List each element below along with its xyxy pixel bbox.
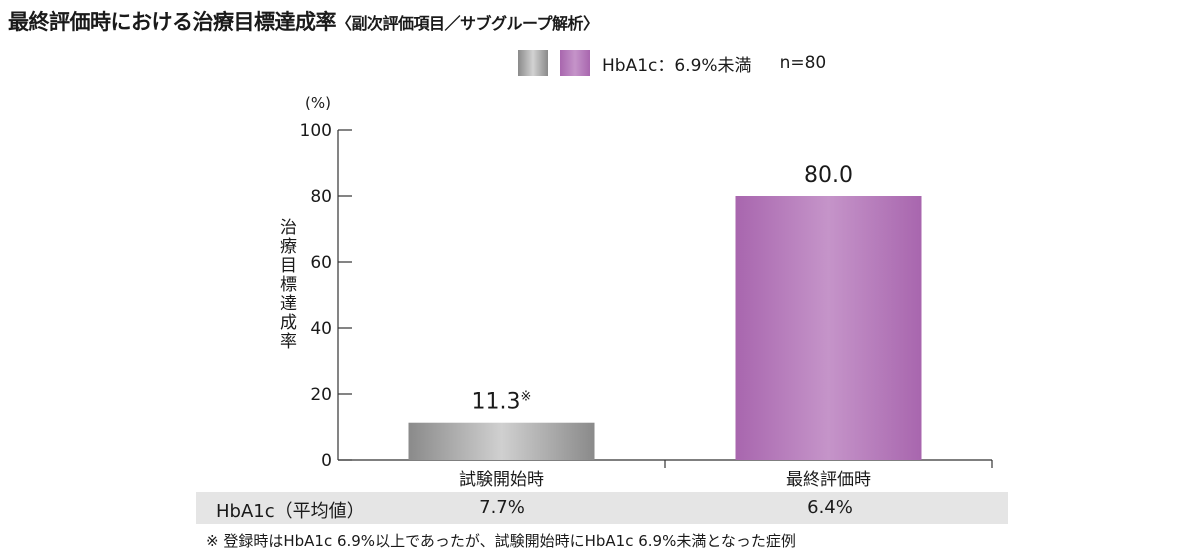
y-tick-label: 100: [300, 121, 332, 141]
y-axis-unit: (%): [305, 94, 331, 112]
y-tick-label: 60: [310, 253, 332, 273]
bar-1: [408, 422, 595, 460]
y-axis-label: 治療目標達成率: [276, 218, 296, 351]
hba1c-baseline-value: 7.7%: [479, 497, 525, 518]
legend-swatch-final: [560, 50, 590, 76]
y-tick-label: 80: [310, 187, 332, 207]
bar-2: [735, 196, 922, 460]
title-main: 最終評価時における治療目標達成率: [8, 10, 337, 34]
x-category-label: 試験開始時: [459, 470, 544, 490]
hba1c-row-label: HbA1c（平均値）: [216, 501, 365, 522]
bar-value-mark: ※: [521, 390, 532, 405]
y-tick-label: 0: [321, 451, 332, 471]
bar-value-label: 80.0: [804, 163, 853, 188]
page-title: 最終評価時における治療目標達成率〈副次評価項目／サブグループ解析〉: [8, 6, 599, 36]
hba1c-final-value: 6.4%: [807, 497, 853, 518]
bar-value-label: 11.3※: [472, 390, 532, 415]
x-category-label: 最終評価時: [786, 470, 871, 490]
legend-n: n=80: [779, 53, 827, 73]
y-tick-label: 40: [310, 319, 332, 339]
y-tick-label: 20: [310, 385, 332, 405]
legend: HbA1c：6.9%未満 n=80: [518, 50, 826, 76]
footnote: ※ 登録時はHbA1c 6.9%以上であったが、試験開始時にHbA1c 6.9%…: [206, 532, 796, 550]
legend-label: HbA1c：6.9%未満: [602, 55, 752, 76]
hba1c-row: [196, 492, 1008, 524]
legend-swatch-baseline: [518, 50, 548, 76]
title-sub: 〈副次評価項目／サブグループ解析〉: [336, 14, 599, 33]
